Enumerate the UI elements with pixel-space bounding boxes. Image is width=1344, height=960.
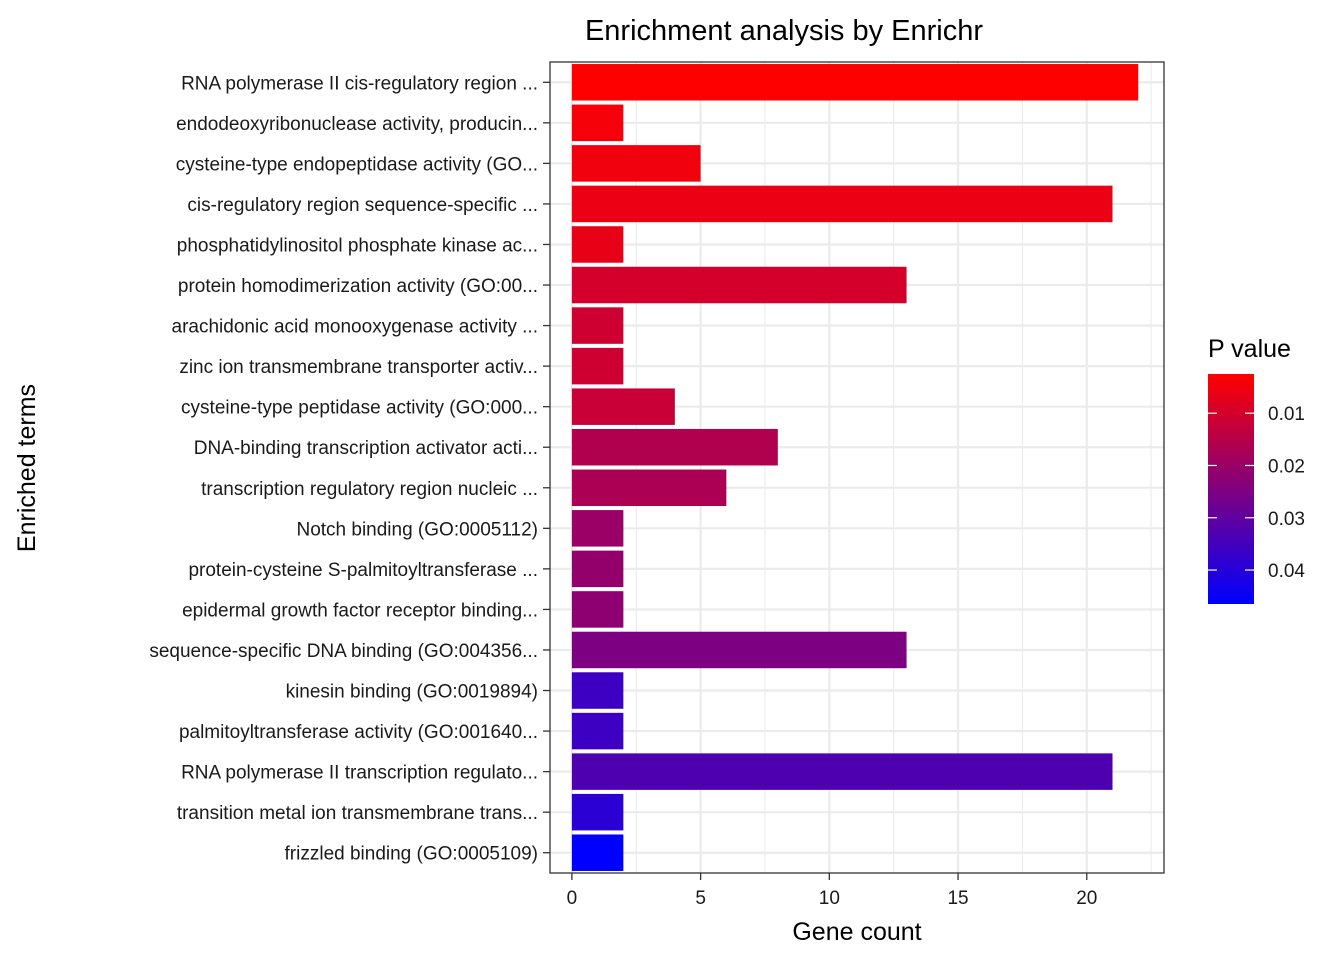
legend-tick-label: 0.02 xyxy=(1268,456,1305,477)
bar xyxy=(571,550,624,588)
y-tick-label: arachidonic acid monooxygenase activity … xyxy=(172,317,538,338)
bar xyxy=(571,388,675,425)
legend-tick-label: 0.04 xyxy=(1268,561,1305,582)
y-tick-label: DNA-binding transcription activator acti… xyxy=(194,438,538,459)
y-axis-title: Enriched terms xyxy=(13,384,41,552)
bar xyxy=(571,307,624,344)
bar xyxy=(571,672,624,709)
legend-colorbar xyxy=(1208,374,1254,604)
y-tick-label: transition metal ion transmembrane trans… xyxy=(177,803,538,824)
bar xyxy=(571,185,1113,223)
x-axis: 0 5 10 15 20 xyxy=(567,873,1097,909)
bar xyxy=(571,226,624,263)
plot-panel xyxy=(550,62,1164,873)
bar xyxy=(571,428,778,466)
bar xyxy=(571,347,624,385)
bar xyxy=(571,591,624,628)
bar xyxy=(571,753,1113,790)
legend-tick-label: 0.03 xyxy=(1268,509,1305,530)
bar xyxy=(571,469,727,507)
y-tick-label: Notch binding (GO:0005112) xyxy=(296,519,538,540)
x-tick-label: 0 xyxy=(567,888,578,909)
y-tick-label: cysteine-type peptidase activity (GO:000… xyxy=(181,398,538,419)
legend-ticks: 0.01 0.02 0.03 0.04 xyxy=(1208,404,1305,582)
x-tick-label: 20 xyxy=(1076,888,1097,909)
bar xyxy=(571,834,624,871)
y-tick-label: epidermal growth factor receptor binding… xyxy=(182,600,538,621)
y-tick-label: phosphatidylinositol phosphate kinase ac… xyxy=(177,235,538,256)
y-tick-label: zinc ion transmembrane transporter activ… xyxy=(179,357,538,378)
y-tick-label: cysteine-type endopeptidase activity (GO… xyxy=(176,154,538,175)
y-tick-label: endodeoxyribonuclease activity, producin… xyxy=(176,114,538,135)
bar xyxy=(571,64,1139,101)
legend-title: P value xyxy=(1208,335,1291,363)
y-tick-label: transcription regulatory region nucleic … xyxy=(201,479,538,500)
y-tick-label: sequence-specific DNA binding (GO:004356… xyxy=(149,641,538,662)
y-tick-label: RNA polymerase II transcription regulato… xyxy=(181,763,538,784)
y-tick-label: palmitoyltransferase activity (GO:001640… xyxy=(179,722,538,743)
y-tick-label: kinesin binding (GO:0019894) xyxy=(286,682,538,703)
bars xyxy=(571,64,1139,871)
bar xyxy=(571,510,624,547)
x-tick-label: 15 xyxy=(947,888,968,909)
bar xyxy=(571,793,624,831)
x-axis-title: Gene count xyxy=(792,918,921,946)
y-tick-label: cis-regulatory region sequence-specific … xyxy=(187,195,538,216)
bar xyxy=(571,145,701,182)
bar xyxy=(571,104,624,142)
x-tick-label: 5 xyxy=(695,888,706,909)
y-axis: RNA polymerase II cis-regulatory region … xyxy=(149,73,550,865)
bar xyxy=(571,631,907,669)
bar xyxy=(571,712,624,750)
y-tick-label: protein homodimerization activity (GO:00… xyxy=(178,276,538,297)
legend: P value 0.01 0.02 0.03 0.04 xyxy=(1208,335,1305,604)
y-tick-label: RNA polymerase II cis-regulatory region … xyxy=(181,73,538,94)
y-tick-label: protein-cysteine S-palmitoyltransferase … xyxy=(188,560,538,581)
chart-title: Enrichment analysis by Enrichr xyxy=(585,15,983,47)
x-tick-label: 10 xyxy=(819,888,840,909)
legend-tick-label: 0.01 xyxy=(1268,404,1305,425)
plot-border xyxy=(549,61,1165,874)
y-tick-label: frizzled binding (GO:0005109) xyxy=(285,844,538,865)
bar xyxy=(571,266,907,304)
